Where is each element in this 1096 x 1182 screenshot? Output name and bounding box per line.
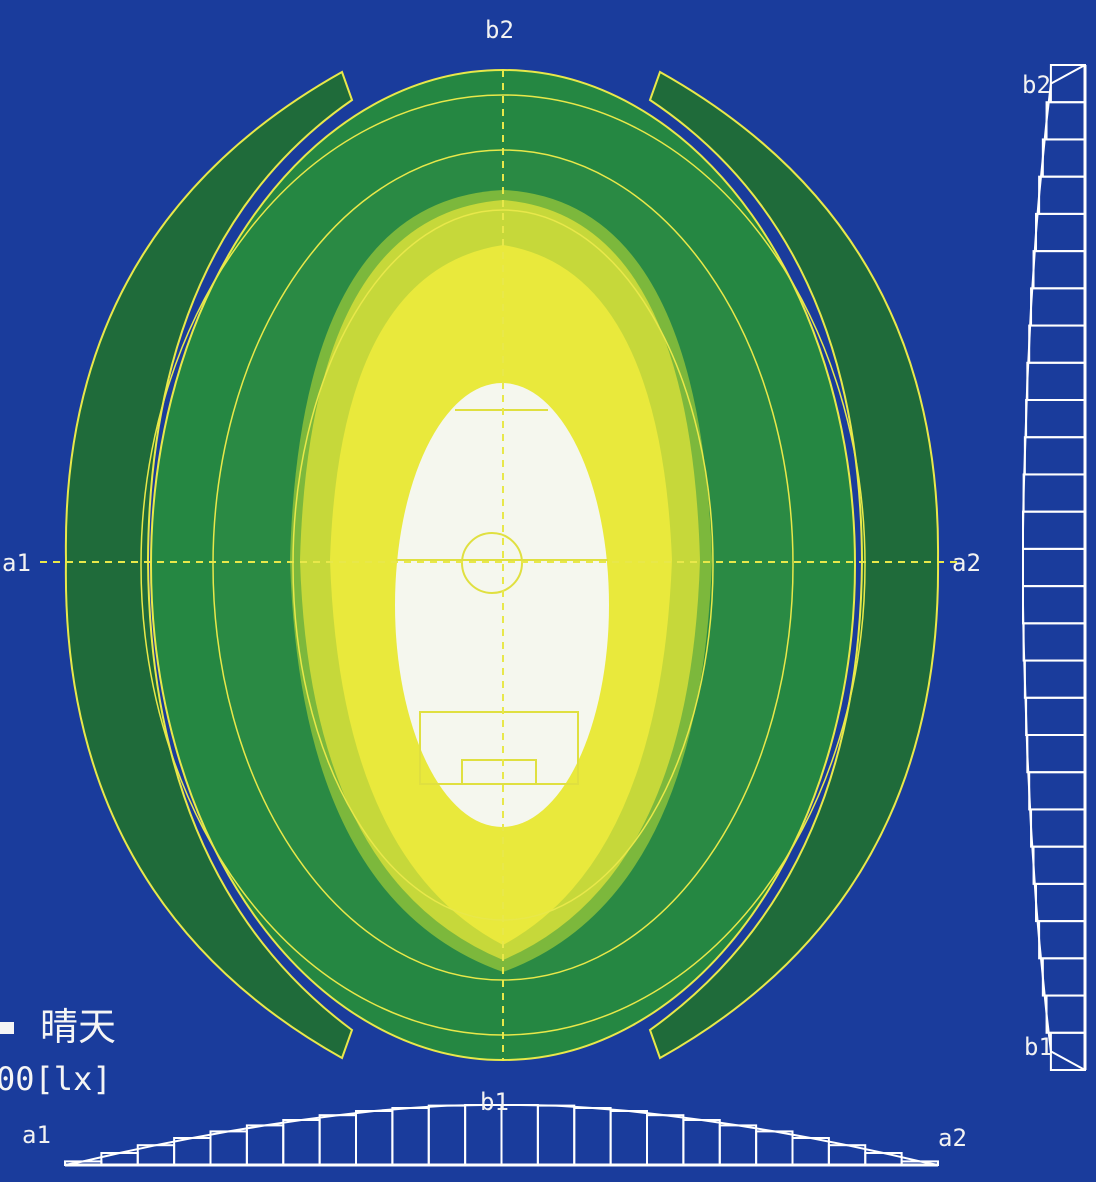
axes bbox=[40, 70, 958, 1060]
h-profile-bar bbox=[318, 1114, 357, 1166]
v-profile-bar bbox=[1026, 361, 1086, 401]
h-profile-bar bbox=[609, 1110, 648, 1166]
v-profile-bar bbox=[1022, 585, 1086, 625]
label-bottom-a2: a2 bbox=[938, 1124, 967, 1152]
h-profile-bar bbox=[864, 1152, 903, 1166]
h-profile-bar bbox=[355, 1110, 394, 1166]
horizontal-profile bbox=[64, 1104, 939, 1167]
outer-stand-left bbox=[64, 70, 354, 1060]
v-profile-bar bbox=[1025, 696, 1086, 736]
h-profile-bar bbox=[718, 1124, 758, 1167]
v-profile-bar bbox=[1049, 64, 1087, 104]
v-profile-bar bbox=[1041, 957, 1086, 997]
v-profile-bar bbox=[1045, 994, 1087, 1034]
v-profile-bar bbox=[1022, 547, 1086, 588]
label-side-b1: b1 bbox=[1024, 1033, 1053, 1061]
v-profile-bar bbox=[1022, 510, 1086, 550]
v-profile-bar bbox=[1038, 175, 1086, 215]
v-profile-bar bbox=[1030, 287, 1087, 327]
v-profile-bar bbox=[1030, 808, 1087, 848]
v-profile-bar bbox=[1028, 324, 1086, 364]
v-profile-bar bbox=[1022, 622, 1086, 662]
label-bottom-b1: b1 bbox=[480, 1088, 509, 1116]
v-profile-bar bbox=[1032, 845, 1087, 885]
v-profile-bar bbox=[1022, 473, 1086, 513]
h-profile-bar bbox=[282, 1119, 321, 1166]
v-profile-bar bbox=[1023, 436, 1086, 476]
h-profile-bar bbox=[791, 1137, 830, 1166]
label-side-b2: b2 bbox=[1022, 71, 1051, 99]
h-profile-bar bbox=[209, 1130, 248, 1167]
caption-weather: 晴天 bbox=[40, 1005, 116, 1049]
h-profile-bar bbox=[173, 1137, 212, 1166]
caption-fragment bbox=[0, 1022, 14, 1034]
v-profile-bar bbox=[1038, 920, 1086, 960]
h-profile-bar bbox=[573, 1107, 612, 1166]
v-profile-bar bbox=[1023, 659, 1086, 699]
v-profile-bar bbox=[1028, 771, 1086, 811]
label-left-a1: a1 bbox=[2, 549, 31, 577]
h-profile-bar bbox=[646, 1114, 685, 1166]
v-profile-bar bbox=[1041, 138, 1086, 178]
stadium-zones bbox=[64, 69, 940, 1061]
h-profile-bar bbox=[536, 1104, 576, 1166]
h-profile-curve bbox=[64, 1104, 939, 1166]
v-profile-bar bbox=[1035, 882, 1087, 923]
v-profile-bar bbox=[1045, 101, 1087, 141]
outer-stand-right bbox=[648, 70, 940, 1060]
h-profile-bar bbox=[682, 1119, 721, 1166]
v-profile-bar bbox=[1035, 212, 1087, 253]
v-profile-bar bbox=[1026, 734, 1086, 774]
label-bottom-a1: a1 bbox=[22, 1121, 51, 1149]
v-profile-bar bbox=[1049, 1031, 1087, 1072]
h-profile-bar bbox=[245, 1124, 285, 1167]
vertical-profile bbox=[1022, 64, 1087, 1072]
v-profile-curve bbox=[1022, 64, 1086, 1071]
label-right-a2: a2 bbox=[952, 549, 981, 577]
label-top-b2: b2 bbox=[485, 16, 514, 44]
v-profile-bar bbox=[1025, 399, 1086, 439]
v-profile-bar bbox=[1032, 250, 1087, 290]
h-profile-bar bbox=[391, 1107, 430, 1166]
h-profile-bar bbox=[100, 1152, 139, 1166]
caption-unit: 00[lx] bbox=[0, 1060, 112, 1098]
h-profile-bar bbox=[755, 1130, 794, 1167]
h-profile-bar bbox=[427, 1104, 467, 1166]
